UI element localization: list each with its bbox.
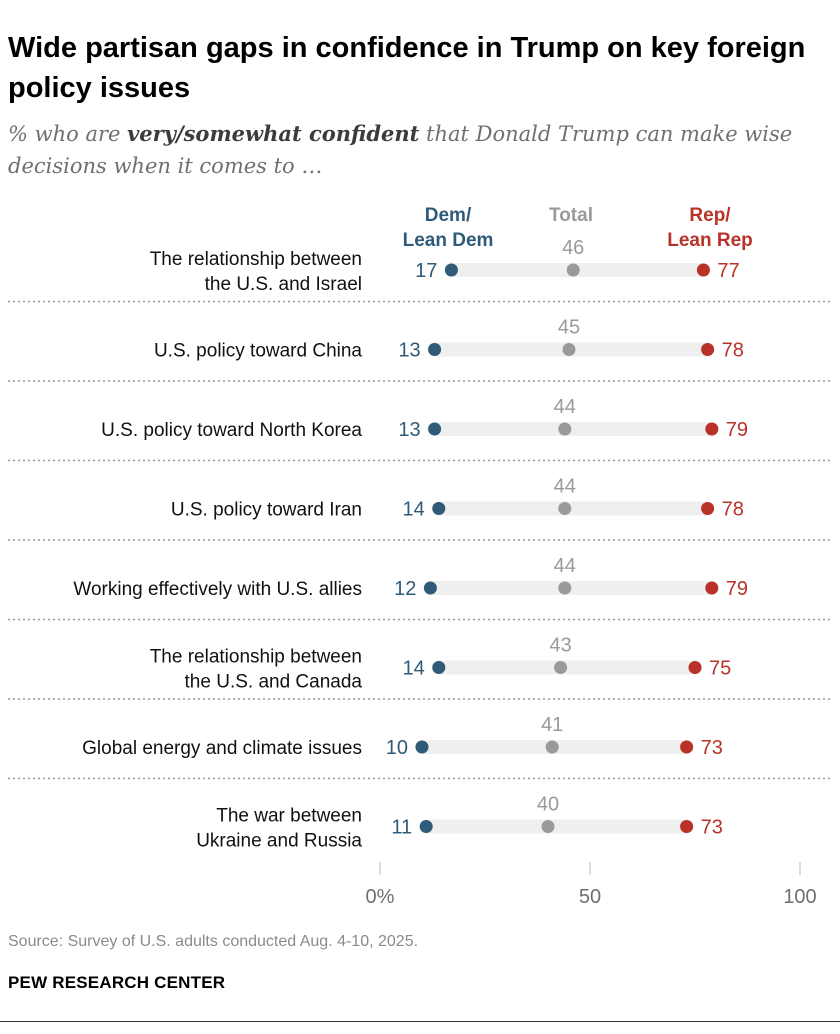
dem-value-label: 10 xyxy=(386,737,408,759)
rep-value-label: 79 xyxy=(726,578,748,600)
category-label-line: the U.S. and Israel xyxy=(205,274,362,295)
rep-dot xyxy=(701,502,715,515)
dem-dot xyxy=(444,263,458,277)
dem-dot xyxy=(432,502,446,515)
category-label: The war between Ukraine and Russia xyxy=(196,806,362,852)
total-dot xyxy=(562,343,576,356)
rep-value-label: 77 xyxy=(717,260,739,282)
category-label-line: Working effectively with U.S. allies xyxy=(73,579,362,600)
category-label-line: The war between xyxy=(216,806,362,827)
total-value-label: 43 xyxy=(549,635,571,657)
rep-dot xyxy=(696,263,710,277)
brand-logo-text: PEW RESEARCH CENTER xyxy=(8,973,226,992)
category-label-line: The relationship between xyxy=(150,249,362,270)
total-dot xyxy=(558,581,572,595)
category-label-line: U.S. policy toward China xyxy=(154,341,362,362)
subtitle-post: that Donald Trump can make wise decision… xyxy=(8,122,793,178)
category-label: The relationship between the U.S. and Isr… xyxy=(150,249,362,295)
x-tick-label: 0% xyxy=(366,886,395,908)
rep-value-label: 73 xyxy=(701,737,723,759)
total-dot xyxy=(566,263,580,277)
dem-value-label: 14 xyxy=(403,499,425,521)
legend-dem-line2: Lean Dem xyxy=(402,230,494,251)
legend-dem-line1: Dem/ xyxy=(424,205,472,226)
x-tick-label: 100 xyxy=(783,886,816,908)
subtitle-emphasis: very/somewhat confident xyxy=(127,121,420,146)
dem-dot xyxy=(419,820,433,833)
x-tick-label: 50 xyxy=(579,886,601,908)
dem-dot xyxy=(432,661,446,674)
bottom-divider xyxy=(0,1021,840,1022)
total-dot xyxy=(545,740,559,754)
dot-plot: The relationship between the U.S. and Isr… xyxy=(8,237,830,908)
rep-dot xyxy=(680,740,694,754)
category-label: U.S. policy toward Iran xyxy=(171,500,362,521)
dem-value-label: 11 xyxy=(391,817,412,839)
dem-value-label: 12 xyxy=(394,578,416,600)
legend-rep-line1: Rep/ xyxy=(689,205,731,226)
rep-value-label: 78 xyxy=(722,499,744,521)
rep-dot xyxy=(680,820,694,833)
rep-dot xyxy=(688,661,702,674)
category-label-line: the U.S. and Canada xyxy=(185,672,363,693)
legend-total: Total xyxy=(549,205,593,226)
subtitle-pre: % who are xyxy=(8,122,128,146)
dem-value-label: 14 xyxy=(403,658,425,680)
chart-subtitle: % who are very/somewhat confident that D… xyxy=(8,118,808,182)
dem-value-label: 13 xyxy=(398,419,420,441)
total-value-label: 44 xyxy=(554,476,576,498)
total-value-label: 40 xyxy=(537,794,559,816)
rep-value-label: 78 xyxy=(722,340,744,362)
source-note: Source: Survey of U.S. adults conducted … xyxy=(8,933,419,950)
dem-dot xyxy=(423,581,437,595)
legend-dem: Dem/ Lean Dem xyxy=(378,203,518,253)
category-label: U.S. policy toward North Korea xyxy=(101,420,362,441)
dem-dot xyxy=(415,740,429,754)
total-value-label: 45 xyxy=(558,317,580,339)
total-value-label: 41 xyxy=(541,714,563,736)
dem-dot xyxy=(428,343,442,356)
rep-dot xyxy=(701,343,715,356)
dem-value-label: 13 xyxy=(398,340,420,362)
dem-dot xyxy=(428,422,442,436)
category-label-line: Global energy and climate issues xyxy=(82,738,362,759)
legend-rep-line2: Lean Rep xyxy=(667,230,753,251)
total-value-label: 46 xyxy=(562,237,584,259)
dem-value-label: 17 xyxy=(415,260,437,282)
total-dot xyxy=(558,422,572,436)
category-label: The relationship between the U.S. and Can… xyxy=(150,647,363,693)
category-label-line: The relationship between xyxy=(150,647,362,668)
total-value-label: 44 xyxy=(554,555,576,577)
category-label: Working effectively with U.S. allies xyxy=(73,579,362,600)
rep-value-label: 73 xyxy=(701,817,723,839)
rep-value-label: 79 xyxy=(726,419,748,441)
rep-dot xyxy=(705,422,719,436)
total-dot xyxy=(558,502,572,515)
category-label: U.S. policy toward China xyxy=(154,341,362,362)
total-dot xyxy=(541,820,555,833)
category-label: Global energy and climate issues xyxy=(82,738,362,759)
category-label-line: U.S. policy toward Iran xyxy=(171,500,362,521)
rep-dot xyxy=(705,581,719,595)
legend-rep: Rep/ Lean Rep xyxy=(640,203,780,253)
total-dot xyxy=(554,661,568,674)
rep-value-label: 75 xyxy=(709,658,731,680)
total-value-label: 44 xyxy=(554,396,576,418)
category-label-line: U.S. policy toward North Korea xyxy=(101,420,362,441)
chart-title: Wide partisan gaps in confidence in Trum… xyxy=(8,32,806,104)
category-label-line: Ukraine and Russia xyxy=(196,831,362,852)
